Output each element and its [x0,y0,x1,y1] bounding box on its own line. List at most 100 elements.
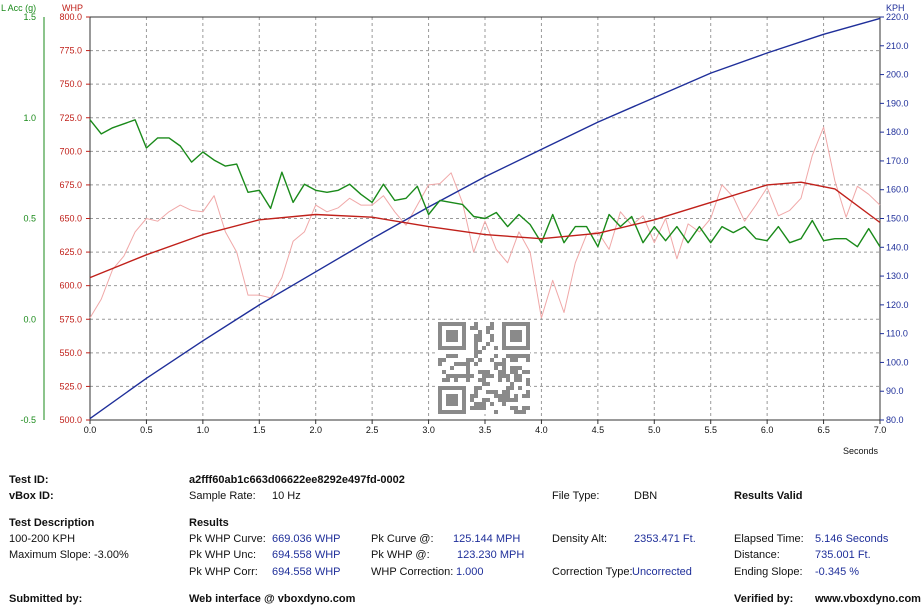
kph-tick-label: 100.0 [886,357,909,367]
qr-module [478,370,482,374]
qr-module [494,362,498,366]
whp-axis-label: WHP [62,3,83,13]
whp-correction-value: 1.000 [456,566,484,578]
qr-module [494,354,498,358]
sample-rate-label: Sample Rate: [189,490,256,502]
qr-module [482,370,486,374]
sample-rate-value: 10 Hz [272,490,301,502]
file-type-label: File Type: [552,490,600,502]
qr-module [490,374,494,378]
qr-module [518,354,522,358]
test-id-label: Test ID: [9,474,49,486]
elapsed-time-label: Elapsed Time: [734,533,804,545]
x-tick-label: 1.0 [197,425,210,435]
kph-tick-label: 130.0 [886,271,909,281]
qr-module [494,366,498,370]
qr-module [514,370,518,374]
qr-module [470,406,474,410]
x-tick-label: 2.0 [309,425,322,435]
x-tick-label: 2.5 [366,425,379,435]
qr-module [486,398,490,402]
qr-module [514,398,518,402]
x-tick-label: 5.5 [704,425,717,435]
qr-module [502,390,506,394]
qr-module [438,362,442,366]
qr-module [490,334,494,338]
whp-tick-label: 625.0 [59,247,82,257]
vbox-id-label: vBox ID: [9,490,54,502]
qr-module [510,370,514,374]
qr-module [450,366,454,370]
qr-module [474,406,478,410]
qr-module [454,378,458,382]
qr-module [474,402,478,406]
whp-tick-label: 550.0 [59,348,82,358]
qr-module [514,358,518,362]
kph-axis-label: KPH [886,3,905,13]
qr-module [458,374,462,378]
acc-tick-label: 1.0 [23,113,36,123]
pk-whp-curve-label: Pk WHP Curve: [189,533,266,545]
qr-module [454,354,458,358]
dyno-chart: 0.0 0.5 1.0 1.5 2.0 2.5 3.0 3.5 4.0 4.5 5.0 5.5 6.0 6… [1,3,909,456]
qr-module [490,322,494,326]
kph-tick-label: 160.0 [886,185,909,195]
kph-tick-label: 200.0 [886,70,909,80]
acc-axis-label: L Acc (g) [1,3,36,13]
qr-module [502,362,506,366]
qr-module [466,378,470,382]
density-alt-value: 2353.471 Ft. [634,533,696,545]
qr-module [482,406,486,410]
qr-module [470,398,474,402]
x-axis-label: Seconds [843,446,879,456]
x-tick-label: 5.0 [648,425,661,435]
x-tick-label: 7.0 [874,425,887,435]
kph-speed-line [89,17,881,420]
qr-module [474,322,478,326]
qr-module [482,402,486,406]
qr-module [506,398,510,402]
qr-module [486,390,490,394]
pk-whp-unc-label: Pk WHP Unc: [189,549,257,561]
whp-tick-label: 750.0 [59,79,82,89]
qr-module [482,374,486,378]
qr-module [490,326,494,330]
x-tick-label: 3.0 [422,425,435,435]
kph-tick-label: 80.0 [886,415,904,425]
qr-module [490,390,494,394]
qr-module [490,338,494,342]
qr-module [478,406,482,410]
qr-module [506,394,510,398]
verified-site-link[interactable]: www.vboxdyno.com [815,593,921,605]
qr-module [482,382,486,386]
x-tick-label: 0.0 [84,425,97,435]
qr-module [478,338,482,342]
qr-module [498,398,502,402]
x-tick-label: 1.5 [253,425,266,435]
kph-tick-label: 210.0 [886,41,909,51]
qr-module [478,386,482,390]
qr-module [518,378,522,382]
qr-module [522,410,526,414]
qr-module [510,358,514,362]
acc-tick-label: 0.5 [23,214,36,224]
qr-module [486,326,490,330]
web-interface-link[interactable]: Web interface @ vboxdyno.com [189,593,356,605]
qr-module [514,366,518,370]
qr-module [482,378,486,382]
qr-module [526,406,530,410]
test-description-value: 100-200 KPH [9,533,76,545]
whp-tick-label: 700.0 [59,146,82,156]
qr-module [510,366,514,370]
qr-module [486,330,490,334]
qr-module [502,366,506,370]
maximum-slope: Maximum Slope: -3.00% [9,549,129,561]
qr-module [506,378,510,382]
qr-module [502,358,506,362]
qr-module [450,374,454,378]
pk-curve-at-label: Pk Curve @: [371,533,434,545]
pk-whp-curve-value: 669.036 WHP [272,533,341,545]
elapsed-time-value: 5.146 Seconds [815,533,889,545]
whp-tick-label: 800.0 [59,12,82,22]
qr-module [474,350,478,354]
